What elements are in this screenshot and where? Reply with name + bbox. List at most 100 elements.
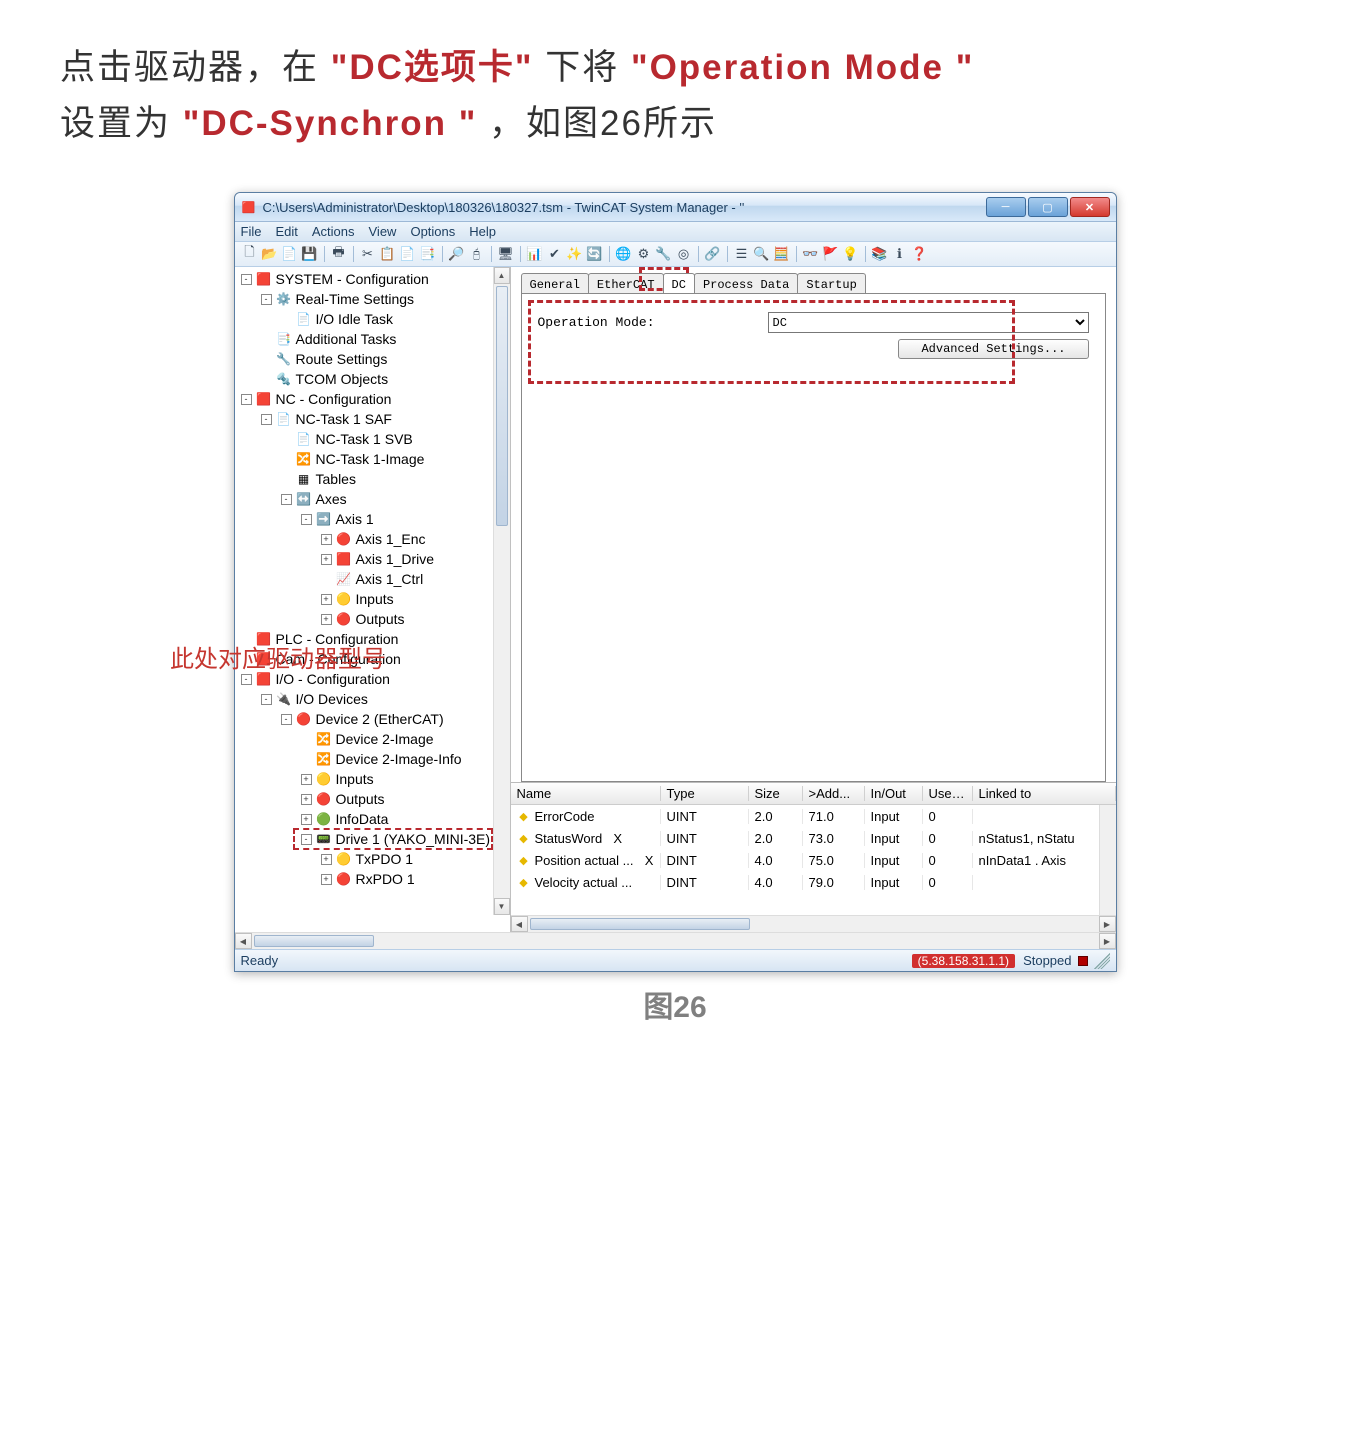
minimize-button[interactable]: ─ [986, 197, 1026, 217]
resize-grip-icon[interactable] [1094, 953, 1110, 969]
tree-item[interactable]: -📟Drive 1 (YAKO_MINI-3E) [235, 829, 510, 849]
grid-scrollbar-h[interactable]: ◀ ▶ [511, 915, 1116, 932]
scroll-left-icon[interactable]: ◀ [511, 916, 528, 932]
tree-item[interactable]: +🟡Inputs [235, 589, 510, 609]
col-inout[interactable]: In/Out [865, 786, 923, 801]
tree-scrollbar-v[interactable]: ▲ ▼ [493, 267, 510, 915]
tree-item[interactable]: -🟥I/O - Configuration [235, 669, 510, 689]
collapse-icon[interactable]: - [301, 834, 312, 845]
scroll-up-icon[interactable]: ▲ [494, 267, 510, 284]
open-icon[interactable]: 📂 [261, 245, 279, 263]
collapse-icon[interactable]: - [241, 394, 252, 405]
expand-icon[interactable]: + [321, 594, 332, 605]
tree-item[interactable]: 🔀NC-Task 1-Image [235, 449, 510, 469]
collapse-icon[interactable]: - [301, 514, 312, 525]
tree-item[interactable]: 📄NC-Task 1 SVB [235, 429, 510, 449]
new-icon[interactable]: 🗋 [241, 245, 259, 263]
tree-item[interactable]: -🔴Device 2 (EtherCAT) [235, 709, 510, 729]
menu-actions[interactable]: Actions [312, 224, 355, 239]
grid-row[interactable]: ◆ErrorCodeUINT2.071.0Input0 [511, 805, 1116, 827]
collapse-icon[interactable]: - [261, 414, 272, 425]
link-icon[interactable]: 🔗 [704, 245, 722, 263]
tree-item[interactable]: -⚙️Real-Time Settings [235, 289, 510, 309]
target-icon[interactable]: ◎ [675, 245, 693, 263]
tree-item[interactable]: 📑Additional Tasks [235, 329, 510, 349]
tab-dc[interactable]: DC [663, 273, 695, 293]
gear-icon[interactable]: ⚙ [635, 245, 653, 263]
collapse-icon[interactable]: - [241, 674, 252, 685]
tab-process-data[interactable]: Process Data [694, 273, 798, 293]
scroll-right-icon[interactable]: ▶ [1099, 916, 1116, 932]
maximize-button[interactable]: ▢ [1028, 197, 1068, 217]
scroll-thumb[interactable] [496, 286, 508, 526]
expand-icon[interactable]: + [321, 554, 332, 565]
tree-item[interactable]: +🟢InfoData [235, 809, 510, 829]
info-icon[interactable]: ℹ [891, 245, 909, 263]
menu-options[interactable]: Options [410, 224, 455, 239]
expand-icon[interactable]: + [301, 774, 312, 785]
tree-item[interactable]: +🟥Axis 1_Drive [235, 549, 510, 569]
tree-item[interactable]: 🟥PLC - Configuration [235, 629, 510, 649]
paste-icon[interactable]: 📄 [399, 245, 417, 263]
expand-icon[interactable]: + [301, 814, 312, 825]
tree-item[interactable]: 🔩TCOM Objects [235, 369, 510, 389]
tree-item[interactable]: ▦Tables [235, 469, 510, 489]
tree-item[interactable]: -↔️Axes [235, 489, 510, 509]
col-addr[interactable]: >Add... [803, 786, 865, 801]
scroll-right-icon[interactable]: ▶ [1099, 933, 1116, 949]
grid-header[interactable]: Name Type Size >Add... In/Out User... Li… [511, 783, 1116, 805]
tree-item[interactable]: +🟡TxPDO 1 [235, 849, 510, 869]
expand-icon[interactable]: + [321, 534, 332, 545]
scroll-thumb-h[interactable] [254, 935, 374, 947]
col-size[interactable]: Size [749, 786, 803, 801]
calc-icon[interactable]: 🧮 [773, 245, 791, 263]
menu-edit[interactable]: Edit [275, 224, 297, 239]
col-type[interactable]: Type [661, 786, 749, 801]
flag-icon[interactable]: 🚩 [822, 245, 840, 263]
book-icon[interactable]: 📚 [871, 245, 889, 263]
tree-item[interactable]: 🔧Route Settings [235, 349, 510, 369]
tab-ethercat[interactable]: EtherCAT [588, 273, 664, 293]
expand-icon[interactable]: + [321, 874, 332, 885]
titlebar[interactable]: 🟥 C:\Users\Administrator\Desktop\180326\… [235, 193, 1116, 222]
expand-icon[interactable]: + [321, 614, 332, 625]
col-name[interactable]: Name [511, 786, 661, 801]
zoom-icon[interactable]: 🔍 [753, 245, 771, 263]
col-user[interactable]: User... [923, 786, 973, 801]
grid-row[interactable]: ◆Position actual ... XDINT4.075.0Input0n… [511, 849, 1116, 871]
tab-general[interactable]: General [521, 273, 589, 293]
tree-scrollbar-h[interactable]: ◀ ▶ [235, 932, 1116, 949]
collapse-icon[interactable]: - [261, 694, 272, 705]
tree-item[interactable]: 🔀Device 2-Image-Info [235, 749, 510, 769]
globe-icon[interactable]: 🌐 [615, 245, 633, 263]
tree-item[interactable]: -🟥SYSTEM - Configuration [235, 269, 510, 289]
hint-icon[interactable]: 💡 [842, 245, 860, 263]
tools-icon[interactable]: 🔧 [655, 245, 673, 263]
operation-mode-select[interactable]: DC [768, 312, 1089, 333]
help-icon[interactable]: ❓ [911, 245, 929, 263]
copy-icon[interactable]: 📋 [379, 245, 397, 263]
close-button[interactable]: ✕ [1070, 197, 1110, 217]
scroll-left-icon[interactable]: ◀ [235, 933, 252, 949]
find-icon[interactable]: 🔎 [448, 245, 466, 263]
expand-icon[interactable]: + [321, 854, 332, 865]
menu-view[interactable]: View [369, 224, 397, 239]
tree-item[interactable]: -➡️Axis 1 [235, 509, 510, 529]
tree-item[interactable]: 🔀Device 2-Image [235, 729, 510, 749]
grid-row[interactable]: ◆Velocity actual ...DINT4.079.0Input0 [511, 871, 1116, 893]
tree-item[interactable]: 📄I/O Idle Task [235, 309, 510, 329]
tree-item[interactable]: -📄NC-Task 1 SAF [235, 409, 510, 429]
tree-item[interactable]: +🔴Outputs [235, 789, 510, 809]
wand-icon[interactable]: ✨ [566, 245, 584, 263]
col-linked[interactable]: Linked to [973, 786, 1116, 801]
save-icon[interactable]: 📄 [281, 245, 299, 263]
check-icon[interactable]: ✔ [546, 245, 564, 263]
grid-row[interactable]: ◆StatusWord XUINT2.073.0Input0nStatus1, … [511, 827, 1116, 849]
glasses-icon[interactable]: 👓 [802, 245, 820, 263]
paste2-icon[interactable]: 📑 [419, 245, 437, 263]
print-icon[interactable]: 🖶 [330, 245, 348, 263]
tree-item[interactable]: +🔴RxPDO 1 [235, 869, 510, 889]
expand-icon[interactable]: + [301, 794, 312, 805]
refresh-icon[interactable]: 🔄 [586, 245, 604, 263]
chart-icon[interactable]: 📊 [526, 245, 544, 263]
